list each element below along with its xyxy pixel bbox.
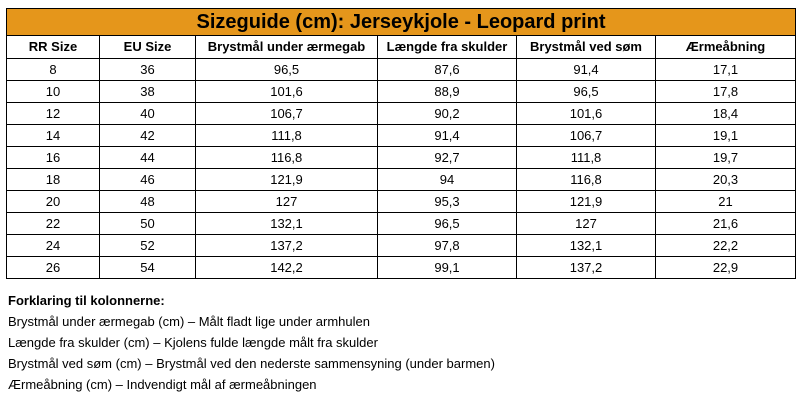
table-cell: 116,8: [516, 168, 656, 191]
table-cell: 38: [99, 80, 196, 103]
table-cell: 132,1: [195, 212, 378, 235]
table-cell: 19,1: [654, 124, 797, 147]
table-cell: 94: [377, 168, 517, 191]
table-cell: 91,4: [516, 58, 656, 81]
table-cell: 26: [6, 256, 100, 279]
table-cell: 87,6: [377, 58, 517, 81]
table-row: 10 38 101,6 88,9 96,5 17,8: [6, 80, 797, 103]
table-cell: 40: [99, 102, 196, 125]
table-cell: 101,6: [516, 102, 656, 125]
table-cell: 137,2: [516, 256, 656, 279]
column-header: Brystmål under ærmegab: [195, 35, 378, 59]
size-guide-table: Sizeguide (cm): Jerseykjole - Leopard pr…: [5, 8, 797, 279]
table-cell: 12: [6, 102, 100, 125]
table-cell: 137,2: [195, 234, 378, 257]
table-row: 14 42 111,8 91,4 106,7 19,1: [6, 124, 797, 147]
table-cell: 36: [99, 58, 196, 81]
table-row: 8 36 96,5 87,6 91,4 17,1: [6, 58, 797, 81]
table-cell: 116,8: [195, 146, 378, 169]
table-cell: 142,2: [195, 256, 378, 279]
table-cell: 22,2: [654, 234, 797, 257]
table-title: Sizeguide (cm): Jerseykjole - Leopard pr…: [5, 8, 797, 36]
table-cell: 22: [6, 212, 100, 235]
table-cell: 88,9: [377, 80, 517, 103]
table-cell: 54: [99, 256, 196, 279]
table-cell: 106,7: [195, 102, 378, 125]
table-header-row: RR Size EU Size Brystmål under ærmegab Læng…: [6, 35, 797, 59]
column-header: EU Size: [99, 35, 196, 59]
table-cell: 18: [6, 168, 100, 191]
table-row: 16 44 116,8 92,7 111,8 19,7: [6, 146, 797, 169]
legend-heading: Forklaring til kolonnerne:: [8, 293, 165, 308]
table-cell: 8: [6, 58, 100, 81]
table-cell: 97,8: [377, 234, 517, 257]
legend-lines: Brystmål under ærmegab (cm) – Målt fladt…: [8, 311, 495, 395]
table-cell: 19,7: [654, 146, 797, 169]
table-cell: 127: [516, 212, 656, 235]
table-cell: 121,9: [516, 190, 656, 213]
table-row: 20 48 127 95,3 121,9 21: [6, 190, 797, 213]
table-cell: 21,6: [654, 212, 797, 235]
table-cell: 18,4: [654, 102, 797, 125]
column-header: Ærmeåbning: [654, 35, 797, 59]
table-cell: 50: [99, 212, 196, 235]
table-cell: 101,6: [195, 80, 378, 103]
table-cell: 17,1: [654, 58, 797, 81]
table-cell: 14: [6, 124, 100, 147]
legend-line: Ærmeåbning (cm) – Indvendigt mål af ærme…: [8, 377, 317, 392]
table-cell: 121,9: [195, 168, 378, 191]
table-row: 26 54 142,2 99,1 137,2 22,9: [6, 256, 797, 279]
table-cell: 132,1: [516, 234, 656, 257]
table-cell: 106,7: [516, 124, 656, 147]
table-cell: 52: [99, 234, 196, 257]
column-header: RR Size: [6, 35, 100, 59]
column-header: Brystmål ved søm: [516, 35, 656, 59]
table-row: 22 50 132,1 96,5 127 21,6: [6, 212, 797, 235]
legend-line: Brystmål ved søm (cm) – Brystmål ved den…: [8, 356, 495, 371]
table-cell: 10: [6, 80, 100, 103]
table-cell: 96,5: [377, 212, 517, 235]
table-cell: 111,8: [516, 146, 656, 169]
table-row: 18 46 121,9 94 116,8 20,3: [6, 168, 797, 191]
table-cell: 17,8: [654, 80, 797, 103]
table-cell: 21: [654, 190, 797, 213]
table-cell: 16: [6, 146, 100, 169]
table-cell: 24: [6, 234, 100, 257]
column-header: Længde fra skulder: [377, 35, 517, 59]
table-cell: 111,8: [195, 124, 378, 147]
table-cell: 99,1: [377, 256, 517, 279]
table-cell: 44: [99, 146, 196, 169]
table-cell: 95,3: [377, 190, 517, 213]
legend: Forklaring til kolonnerne: Brystmål unde…: [8, 290, 495, 395]
table-cell: 46: [99, 168, 196, 191]
table-cell: 127: [195, 190, 378, 213]
table-cell: 22,9: [654, 256, 797, 279]
table-row: 24 52 137,2 97,8 132,1 22,2: [6, 234, 797, 257]
table-cell: 20: [6, 190, 100, 213]
table-cell: 92,7: [377, 146, 517, 169]
table-row: 12 40 106,7 90,2 101,6 18,4: [6, 102, 797, 125]
table-body: 8 36 96,5 87,6 91,4 17,1 10 38 101,6 88,9 96,5 17,8…: [6, 58, 797, 279]
table-cell: 90,2: [377, 102, 517, 125]
table-cell: 42: [99, 124, 196, 147]
table-cell: 91,4: [377, 124, 517, 147]
table-cell: 96,5: [195, 58, 378, 81]
legend-line: Brystmål under ærmegab (cm) – Målt fladt…: [8, 314, 370, 329]
table-cell: 96,5: [516, 80, 656, 103]
table-cell: 20,3: [654, 168, 797, 191]
legend-line: Længde fra skulder (cm) – Kjolens fulde …: [8, 335, 378, 350]
table-cell: 48: [99, 190, 196, 213]
